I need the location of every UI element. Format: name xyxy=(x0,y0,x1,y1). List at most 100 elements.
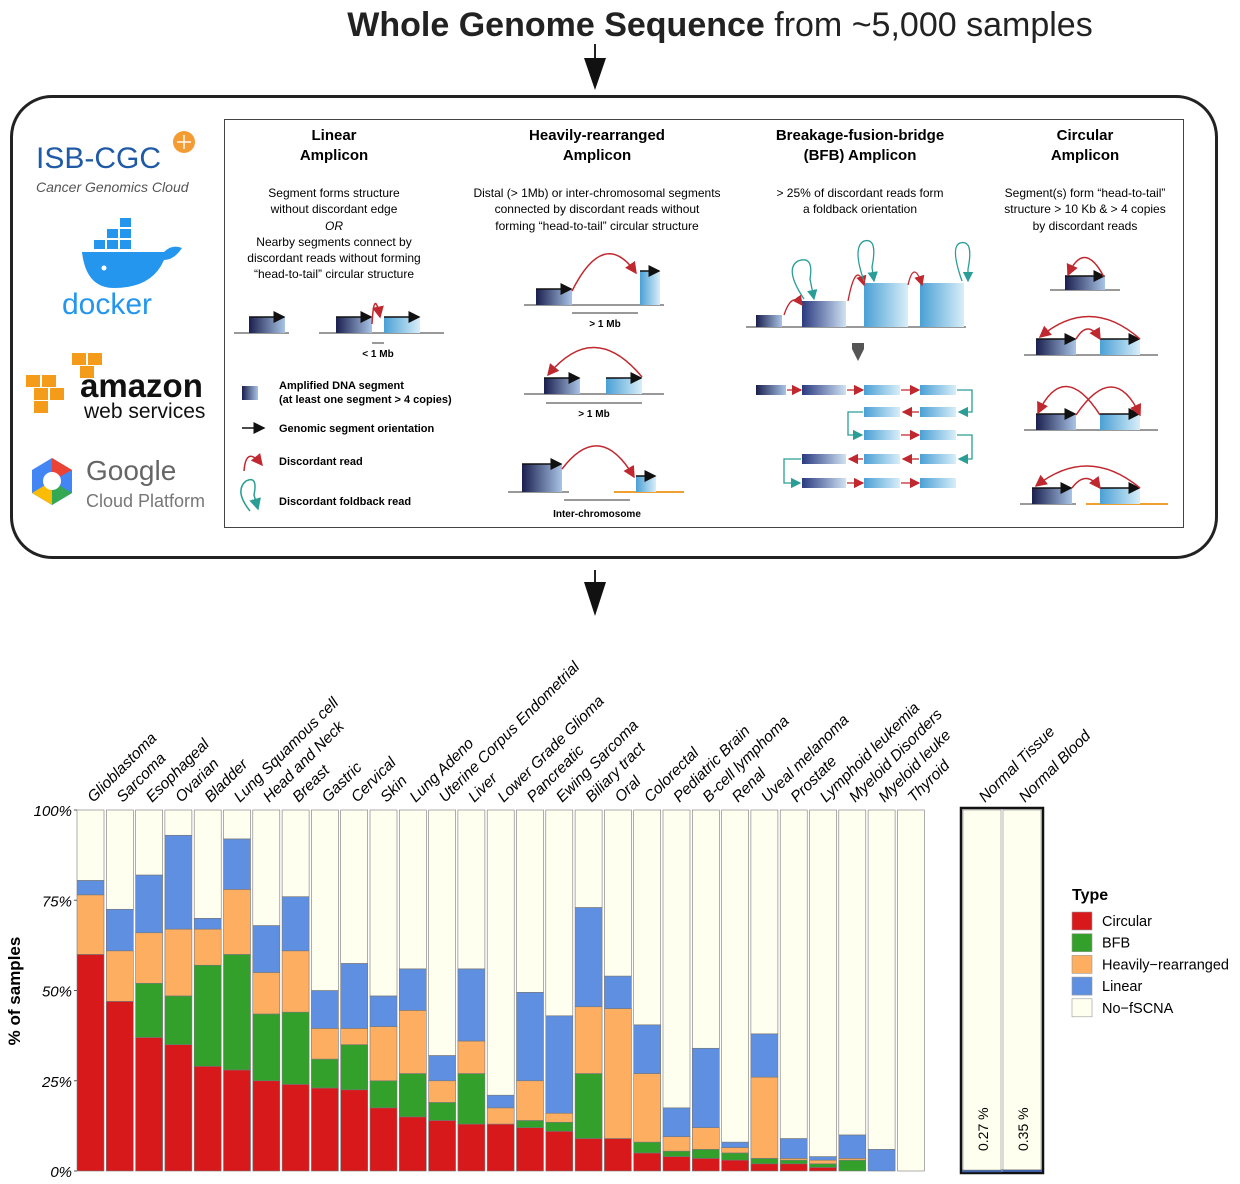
bar-pancreatic-bfb xyxy=(516,1120,544,1128)
figure-header: Whole Genome Sequence from ~5,000 sample… xyxy=(347,6,1092,44)
gcp-wordmark: Cloud Platform xyxy=(86,491,205,511)
bar-pancreatic-circular xyxy=(516,1127,544,1172)
panel-heavy-scale-1: > 1 Mb xyxy=(589,319,620,330)
panel-linear-title-1: Linear xyxy=(311,127,356,144)
panel-linear-scale: < 1 Mb xyxy=(362,349,393,360)
panel-circular-desc-1: Segment(s) form “head-to-tail” xyxy=(1005,186,1166,200)
bar-lower-grade-glioma-linear xyxy=(486,1094,515,1109)
bar-lung-adeno-linear xyxy=(398,968,427,1011)
bar-bladder-no-fscna xyxy=(193,809,222,919)
panel-linear-desc-6: “head-to-tail” circular structure xyxy=(254,267,414,281)
y-tick-label: 25% xyxy=(41,1074,72,1091)
legend-segment-label: Amplified DNA segment xyxy=(279,380,404,392)
bar-renal-no-fscna xyxy=(721,809,749,1143)
bar-pediatric-brain-linear xyxy=(662,1107,691,1138)
isb-cgc-logo: ISB-CGC Cancer Genomics Cloud xyxy=(36,131,195,195)
bar-lymphoid-leukemia-linear xyxy=(809,1156,837,1161)
bar-prostate-circular xyxy=(779,1163,808,1172)
bar-biliary-tract-heavily-rearranged xyxy=(574,1006,603,1074)
isb-cgc-title: ISB-CGC xyxy=(36,142,161,175)
isb-cgc-subtitle: Cancer Genomics Cloud xyxy=(36,179,190,195)
bar-biliary-tract-circular xyxy=(574,1138,603,1172)
aws-wordmark: web services xyxy=(83,400,205,423)
bar-uveal-melanoma-heavily-rearranged xyxy=(750,1076,779,1159)
bar-esophageal-no-fscna xyxy=(135,809,163,876)
bar-uterine-corpus-endometrial-linear xyxy=(428,1055,456,1082)
chart-legend: Type Circular BFB Heavily−rearranged Linear… xyxy=(1071,887,1229,1018)
bar-head-and-neck-circular xyxy=(252,1080,281,1172)
bar-myeloid-disorders-no-fscna xyxy=(838,809,867,1136)
bar-cervical-circular xyxy=(340,1089,369,1172)
legend-label-no-fscna: No−fSCNA xyxy=(1102,1001,1174,1017)
diagram-legend: Amplified DNA segment (at least one segm… xyxy=(240,380,452,512)
bar-biliary-tract-no-fscna xyxy=(574,809,603,908)
panel-linear-desc-5: discordant reads without forming xyxy=(247,251,420,265)
bar-esophageal-circular xyxy=(135,1037,163,1172)
bar-lung-adeno-circular xyxy=(398,1116,427,1172)
bar-lung-squamous-cell-linear xyxy=(223,838,251,890)
y-tick-label: 100% xyxy=(34,803,72,820)
bar-normal-blood-no-fscna xyxy=(1002,809,1042,1171)
panel-heavy-title-2: Amplicon xyxy=(563,147,631,164)
bar-ovarian-circular xyxy=(164,1044,193,1172)
panel-bfb-desc-2: a foldback orientation xyxy=(803,202,917,216)
bar-uterine-corpus-endometrial-no-fscna xyxy=(428,809,456,1056)
segment-icon xyxy=(242,386,258,400)
platform-logos: ISB-CGC Cancer Genomics Cloud docker ama… xyxy=(26,131,205,511)
bar-b-cell-lymphoma-linear xyxy=(691,1047,720,1128)
bar-lower-grade-glioma-circular xyxy=(486,1123,515,1172)
bar-cervical-bfb xyxy=(340,1044,369,1091)
bar-head-and-neck-no-fscna xyxy=(252,809,281,926)
bar-sarcoma-linear xyxy=(106,908,134,952)
bar-gastric-circular xyxy=(311,1087,339,1172)
bar-b-cell-lymphoma-circular xyxy=(691,1158,720,1172)
bar-ewing-sarcoma-no-fscna xyxy=(545,809,574,1017)
bar-prostate-linear xyxy=(779,1138,808,1159)
x-tick-label: Normal Blood xyxy=(1016,726,1095,805)
panel-circular-title-1: Circular xyxy=(1057,127,1114,144)
bar-sarcoma-no-fscna xyxy=(106,809,134,910)
bar-pancreatic-heavily-rearranged xyxy=(516,1080,544,1121)
bar-colorectal-bfb xyxy=(633,1141,662,1154)
bar-skin-heavily-rearranged xyxy=(369,1026,398,1082)
bar-breast-heavily-rearranged xyxy=(281,950,310,1013)
legend-foldback-label: Discordant foldback read xyxy=(279,496,411,508)
normal-value-label: 0.35 % xyxy=(1015,1107,1031,1151)
panel-linear-desc-2: without discordant edge xyxy=(270,202,398,216)
legend-swatch-heavily-rearranged xyxy=(1071,955,1093,974)
bar-head-and-neck-linear xyxy=(252,925,281,973)
bar-gastric-bfb xyxy=(311,1058,339,1089)
bar-pancreatic-no-fscna xyxy=(516,809,544,993)
docker-wordmark: docker xyxy=(62,288,152,321)
bar-esophageal-bfb xyxy=(135,982,163,1038)
bar-bladder-bfb xyxy=(193,964,222,1067)
panel-circular: Circular Amplicon Segment(s) form “head-… xyxy=(1004,127,1168,505)
bar-oral-linear xyxy=(604,975,632,1009)
bar-esophageal-linear xyxy=(135,874,163,934)
bar-bladder-circular xyxy=(193,1066,222,1172)
bar-pediatric-brain-bfb xyxy=(662,1150,691,1157)
legend-swatch-linear xyxy=(1071,976,1093,996)
amplicon-classification-diagram: Linear Amplicon Segment forms structure … xyxy=(224,119,1184,528)
bar-sarcoma-heavily-rearranged xyxy=(106,950,134,1002)
bar-breast-linear xyxy=(281,896,310,952)
bar-ewing-sarcoma-heavily-rearranged xyxy=(545,1112,574,1123)
bar-breast-circular xyxy=(281,1084,310,1172)
bfb-down-arrow-icon xyxy=(852,349,864,361)
bar-breast-bfb xyxy=(281,1011,310,1085)
y-axis-label: % of samples xyxy=(5,937,24,1046)
panel-heavy-title-1: Heavily-rearranged xyxy=(529,127,665,144)
bar-lower-grade-glioma-no-fscna xyxy=(486,809,515,1096)
bar-cervical-no-fscna xyxy=(340,809,369,964)
bar-skin-linear xyxy=(369,995,398,1027)
header-title-bold: Whole Genome Sequence xyxy=(347,6,765,44)
bar-gastric-linear xyxy=(311,990,339,1029)
bar-esophageal-heavily-rearranged xyxy=(135,932,163,984)
bar-skin-no-fscna xyxy=(369,809,398,997)
bar-lymphoid-leukemia-no-fscna xyxy=(809,809,837,1157)
bar-lung-adeno-bfb xyxy=(398,1073,427,1118)
legend-label-bfb: BFB xyxy=(1102,936,1130,952)
bar-breast-no-fscna xyxy=(281,809,310,897)
bar-liver-heavily-rearranged xyxy=(457,1040,486,1074)
panel-heavily-rearranged: Heavily-rearranged Amplicon Distal (> 1M… xyxy=(473,127,720,520)
